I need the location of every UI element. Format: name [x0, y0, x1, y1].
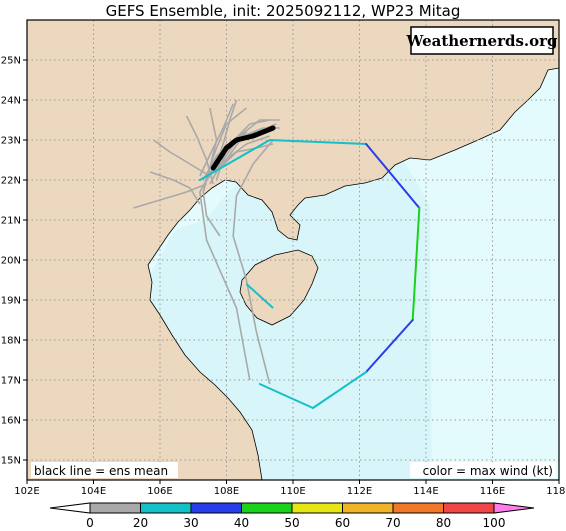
wind-track-segment — [258, 383, 314, 409]
ensemble-member-track — [232, 139, 274, 385]
lat-lon-grid — [27, 20, 559, 480]
lon-tick-label: 108E — [214, 486, 239, 497]
colorbar-high-end — [493, 502, 535, 514]
lat-tick-label: 16N — [1, 416, 21, 427]
lon-tick-label: 118E — [546, 486, 566, 497]
ensemble-mean-track — [210, 125, 276, 171]
ensemble-member-track — [185, 115, 214, 185]
max-wind-track — [198, 139, 421, 409]
legend-right-box — [410, 462, 556, 478]
latitude-ticks: 15N 16N 17N 18N 19N 20N 21N 22N 23N 24N 25N — [1, 56, 27, 467]
map-panel — [27, 20, 559, 480]
ensemble-member-tracks — [133, 99, 280, 385]
brand-label: Weathernerds.org — [405, 32, 558, 50]
lat-tick-label: 20N — [1, 256, 21, 267]
lat-tick-label: 24N — [1, 96, 21, 107]
ensemble-member-track — [152, 139, 211, 177]
lat-tick-label: 17N — [1, 376, 21, 387]
mainland-china-vietnam — [27, 20, 559, 480]
colorbar-low-end — [49, 502, 91, 514]
wind-track-segment — [365, 143, 421, 209]
ensemble-member-track — [205, 107, 247, 177]
colorbar-segment — [392, 502, 444, 514]
lat-tick-label: 21N — [1, 216, 21, 227]
colorbar-segment — [89, 502, 141, 514]
colorbar-label: 40 — [234, 516, 249, 530]
lat-tick-label: 25N — [1, 56, 21, 67]
lat-tick-label: 23N — [1, 136, 21, 147]
colorbar-label: 60 — [335, 516, 350, 530]
map-title: GEFS Ensemble, init: 2025092112, WP23 Mi… — [106, 2, 461, 20]
lon-tick-label: 106E — [147, 486, 172, 497]
legend-left-box — [31, 462, 178, 478]
legend-ens-mean: black line = ens mean — [34, 464, 168, 478]
lon-tick-label: 112E — [347, 486, 372, 497]
colorbar-label: 70 — [385, 516, 400, 530]
legend-max-wind: color = max wind (kt) — [423, 464, 553, 478]
ensemble-member-track — [219, 143, 274, 169]
longitude-ticks: 102E 104E 106E 108E 110E 112E 114E 116E 118E — [14, 480, 566, 497]
colorbar-label: 80 — [436, 516, 451, 530]
colorbar-segment — [140, 502, 192, 514]
lat-tick-label: 19N — [1, 296, 21, 307]
colorbar-segment — [190, 502, 242, 514]
colorbar-label: 50 — [284, 516, 299, 530]
wind-track-segment — [268, 139, 368, 145]
ensemble-member-track — [133, 183, 207, 209]
hainan-island — [239, 249, 319, 326]
lat-tick-label: 22N — [1, 176, 21, 187]
ensemble-member-track — [149, 171, 201, 205]
colorbar-segment — [291, 502, 343, 514]
colorbar-label: 100 — [483, 516, 506, 530]
wind-colorbar: 0 20 30 40 50 60 70 80 100 — [49, 502, 535, 530]
lon-tick-label: 114E — [413, 486, 438, 497]
ensemble-member-track — [202, 143, 228, 237]
ensemble-member-track — [215, 119, 270, 181]
lon-tick-label: 104E — [81, 486, 106, 497]
brand-box: Weathernerds.org — [405, 26, 558, 55]
colorbar-segment — [241, 502, 293, 514]
colorbar-label: 30 — [183, 516, 198, 530]
wind-track-segment — [198, 139, 271, 181]
wind-track-segment — [411, 207, 421, 321]
wind-track-segment — [365, 319, 414, 373]
wind-track-segment — [245, 283, 274, 309]
wind-track-segment — [311, 371, 368, 409]
lat-tick-label: 18N — [1, 336, 21, 347]
colorbar-label: 20 — [133, 516, 148, 530]
colorbar-label: 0 — [86, 516, 94, 530]
lon-tick-label: 102E — [14, 486, 39, 497]
colorbar-segment — [443, 502, 495, 514]
lat-tick-label: 15N — [1, 456, 21, 467]
colorbar-segment — [342, 502, 394, 514]
lon-tick-label: 110E — [280, 486, 305, 497]
lon-tick-label: 116E — [480, 486, 505, 497]
